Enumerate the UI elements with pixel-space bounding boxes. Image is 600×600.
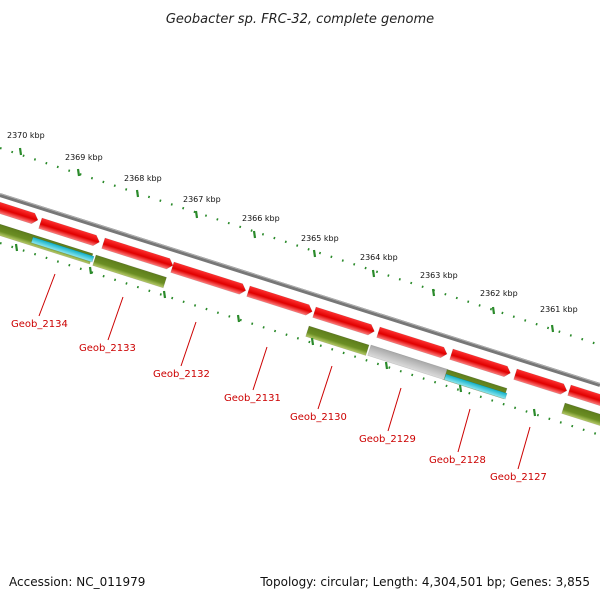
inner-ruler-major-tick [310,337,315,346]
inner-ruler [0,241,600,437]
kbp-label: 2367 kbp [183,195,221,204]
cds-feature [567,384,600,407]
leader-line [457,408,471,453]
cds-feature [312,306,375,336]
cds-feature-body [513,368,568,395]
map-title: Geobacter sp. FRC-32, complete genome [166,12,434,27]
cds-feature-body [170,261,247,295]
inner-ruler-major-tick [532,408,537,417]
leader-line [387,387,402,432]
feature-tracks [0,198,600,428]
cds-feature-body [449,348,511,378]
ruler-labels: 2370 kbp 2369 kbp 2368 kbp 2367 kbp 2366… [7,131,578,314]
rna-feature [443,373,508,400]
misc-feature [367,344,448,381]
cds-feature [246,285,313,316]
gene-label[interactable]: Geob_2128 [429,455,486,466]
gene-label[interactable]: Geob_2132 [153,369,210,380]
cds-feature-body [246,285,313,316]
ruler-major-tick [135,189,140,198]
gene-annotation[interactable]: Geob_2130 [290,365,347,423]
accession-text: Accession: NC_011979 [9,575,145,589]
gene-annotation[interactable]: Geob_2133 [79,296,136,354]
gene-annotation[interactable]: Geob_2128 [429,408,486,466]
kbp-label: 2363 kbp [420,271,458,280]
gene-label[interactable]: Geob_2130 [290,412,347,423]
cds-feature [170,261,247,295]
kbp-label: 2362 kbp [480,289,518,298]
cds-feature-body [101,237,174,270]
leader-line [107,296,124,341]
ruler-major-tick [76,168,81,177]
cds-feature [38,217,100,247]
leader-line [38,273,56,317]
ruler-major-ticks [18,147,555,333]
gene-feature-body [305,325,370,356]
inner-ruler-major-tick [14,243,19,252]
kbp-label: 2369 kbp [65,153,103,162]
cds-feature-body [312,306,375,336]
kbp-ruler: 2370 kbp 2369 kbp 2368 kbp 2367 kbp 2366… [0,131,600,347]
ruler-major-tick [252,230,257,239]
rna-feature [30,236,95,263]
inner-ruler-major-tick [458,384,463,393]
ruler-major-tick [550,324,555,333]
gene-label[interactable]: Geob_2127 [490,472,547,483]
rna-feature-body [30,236,95,263]
ruler-major-tick [194,210,199,219]
genome-summary-text: Topology: circular; Length: 4,304,501 bp… [259,575,590,589]
kbp-label: 2365 kbp [301,234,339,243]
gene-annotation[interactable]: Geob_2129 [359,387,416,445]
misc-feature-body [367,344,448,381]
gene-label[interactable]: Geob_2131 [224,393,281,404]
leader-line [317,365,333,410]
gene-label[interactable]: Geob_2129 [359,434,416,445]
gene-annotation[interactable]: Geob_2131 [224,346,281,404]
gene-feature-body [92,254,167,289]
cds-feature [101,237,174,270]
leader-line [252,346,268,391]
ruler-dots [0,146,600,347]
gene-labels: Geob_2134 Geob_2133 Geob_2132 Geob_2131 … [11,273,547,483]
leader-line [180,321,197,367]
inner-ruler-major-tick [236,314,241,323]
leader-line [517,426,531,470]
cds-feature-body [38,217,100,247]
gene-annotation[interactable]: Geob_2127 [490,426,547,483]
gene-feature-body [561,402,600,428]
cds-feature [0,198,39,225]
kbp-label: 2368 kbp [124,174,162,183]
ruler-major-tick [491,306,496,315]
gene-feature [561,402,600,428]
kbp-label: 2370 kbp [7,131,45,140]
cds-feature [449,348,511,378]
gene-annotation[interactable]: Geob_2132 [153,321,210,380]
inner-ruler-major-tick [88,266,93,275]
kbp-label: 2364 kbp [360,253,398,262]
gene-feature [305,325,370,356]
genome-backbone-highlight [0,193,600,385]
rna-feature-body [443,373,508,400]
inner-ruler-major-ticks [14,243,537,417]
ruler-major-tick [312,249,317,258]
kbp-label: 2366 kbp [242,214,280,223]
gene-annotation[interactable]: Geob_2134 [11,273,68,330]
inner-ruler-major-tick [162,290,167,299]
gene-label[interactable]: Geob_2133 [79,343,136,354]
cds-feature [513,368,568,395]
cds-feature-body [376,326,448,359]
inner-ruler-major-tick [384,361,389,370]
genome-backbone [0,193,600,387]
cds-feature-body [0,198,39,225]
kbp-label: 2361 kbp [540,305,578,314]
ruler-major-tick [371,269,376,278]
gene-label[interactable]: Geob_2134 [11,319,68,330]
cds-feature-body [567,384,600,407]
ruler-major-tick [18,147,23,156]
cds-feature [376,326,448,359]
ruler-major-tick [431,288,436,297]
gene-feature [92,254,167,289]
